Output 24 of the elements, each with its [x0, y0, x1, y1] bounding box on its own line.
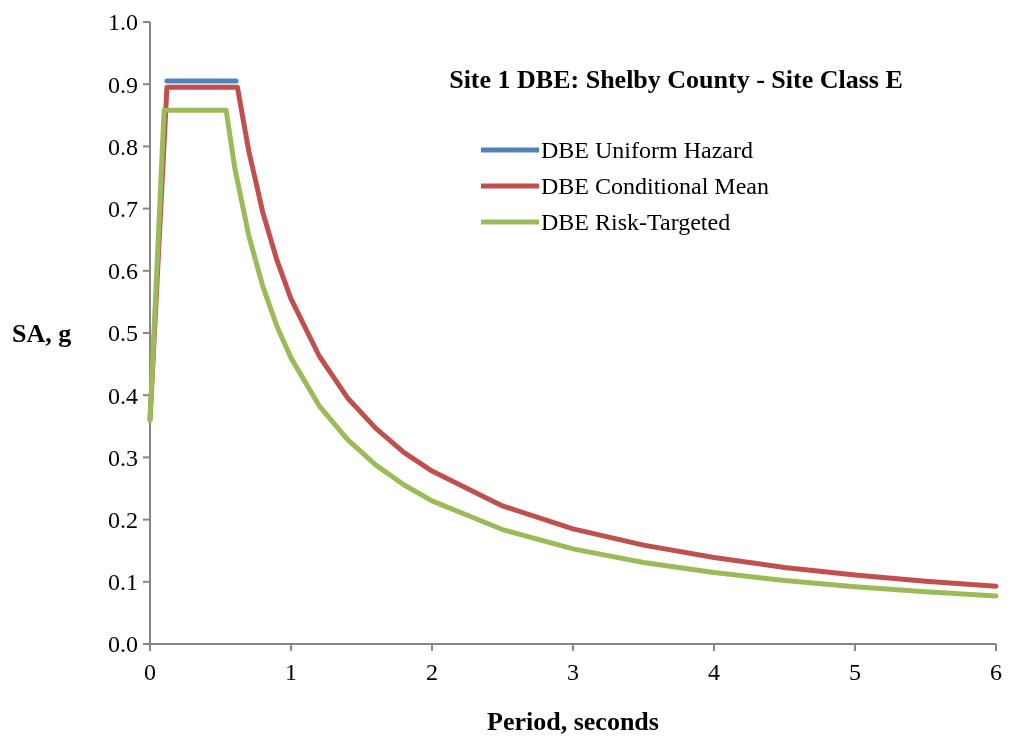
- x-tick-label: 5: [849, 659, 861, 685]
- x-tick-label: 3: [567, 659, 579, 685]
- y-tick-label: 1.0: [108, 9, 138, 36]
- x-tick-label: 1: [285, 659, 297, 685]
- y-tick-label: 0.8: [108, 133, 138, 160]
- y-tick-label: 0.6: [108, 258, 138, 285]
- x-tick-label: 0: [144, 659, 156, 685]
- x-tick-label: 6: [990, 659, 1002, 685]
- legend-label: DBE Uniform Hazard: [541, 137, 753, 164]
- y-tick-label: 0.4: [108, 382, 138, 409]
- y-axis-title: SA, g: [12, 319, 72, 349]
- text: Site 1 DBE: Shelby County - Site Class E: [449, 65, 903, 94]
- y-tick-label: 0.9: [108, 71, 138, 98]
- legend-label: DBE Risk-Targeted: [541, 209, 731, 236]
- y-tick-label: 0.3: [108, 444, 138, 471]
- x-axis-title: Period, seconds: [487, 707, 659, 736]
- y-tick-label: 0.7: [108, 196, 138, 222]
- y-tick-label: 0.5: [108, 320, 138, 347]
- y-tick-label: 0.2: [108, 507, 138, 533]
- x-tick-label: 2: [426, 659, 438, 685]
- y-tick-label: 0.0: [108, 631, 138, 658]
- legend-label: DBE Conditional Mean: [541, 173, 769, 200]
- y-tick-label: 0.1: [108, 569, 138, 596]
- x-tick-label: 4: [708, 659, 720, 685]
